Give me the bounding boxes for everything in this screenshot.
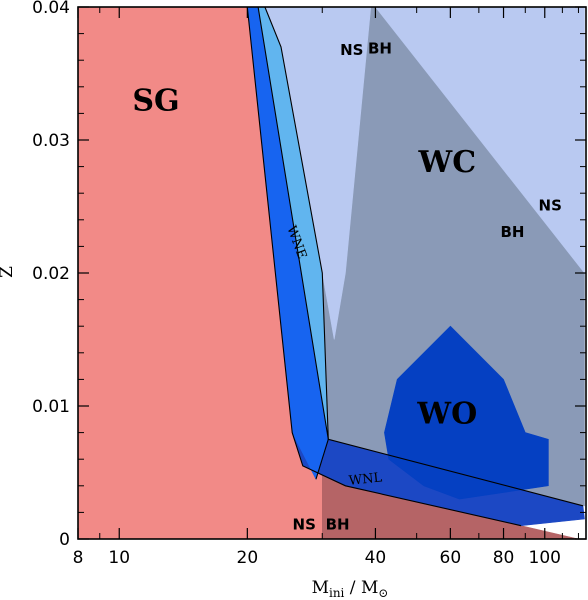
label-bh-top: BH bbox=[368, 40, 392, 58]
x-tick-label: 60 bbox=[440, 548, 462, 568]
y-tick-label: 0.02 bbox=[32, 264, 70, 284]
region-wo bbox=[384, 325, 549, 500]
x-axis-label-sub2: ⊙ bbox=[378, 586, 388, 600]
x-axis-label-main2: M bbox=[361, 578, 378, 598]
x-tick-label: 10 bbox=[108, 548, 130, 568]
label-ns-right: NS bbox=[539, 197, 562, 215]
y-tick-label: 0.04 bbox=[32, 0, 70, 18]
x-tick-label: 8 bbox=[73, 548, 84, 568]
x-axis-label-sep: / bbox=[344, 578, 361, 598]
label-wnl: WNL bbox=[348, 470, 383, 488]
y-tick-label: 0.01 bbox=[32, 397, 70, 417]
label-wo: WO bbox=[416, 396, 477, 431]
axis-ticks: 8 10 20 40 60 80 100 0 0.01 0.02 0.03 0.04 bbox=[32, 0, 586, 568]
label-bh-bottom: BH bbox=[326, 516, 350, 534]
y-axis-label: Z bbox=[0, 266, 17, 278]
x-axis-label-main: M bbox=[312, 578, 329, 598]
label-ns-top: NS bbox=[340, 41, 363, 59]
label-wc: WC bbox=[418, 145, 477, 180]
boundary-line bbox=[315, 439, 329, 480]
boundary-line bbox=[246, 6, 522, 527]
x-axis-label-sub: ini bbox=[329, 586, 345, 600]
x-tick-label: 20 bbox=[237, 548, 259, 568]
label-sg: SG bbox=[132, 84, 179, 119]
x-tick-label: 100 bbox=[529, 548, 561, 568]
region-boundaries bbox=[246, 6, 584, 527]
y-tick-label: 0.03 bbox=[32, 131, 70, 151]
label-ns-bottom: NS bbox=[293, 516, 316, 534]
x-axis-label: Mini / M⊙ bbox=[312, 578, 389, 600]
boundary-line bbox=[264, 6, 329, 440]
x-tick-label: 40 bbox=[365, 548, 387, 568]
x-tick-label: 80 bbox=[493, 548, 515, 568]
label-bh-right: BH bbox=[501, 223, 525, 241]
y-tick-label: 0 bbox=[59, 530, 70, 550]
